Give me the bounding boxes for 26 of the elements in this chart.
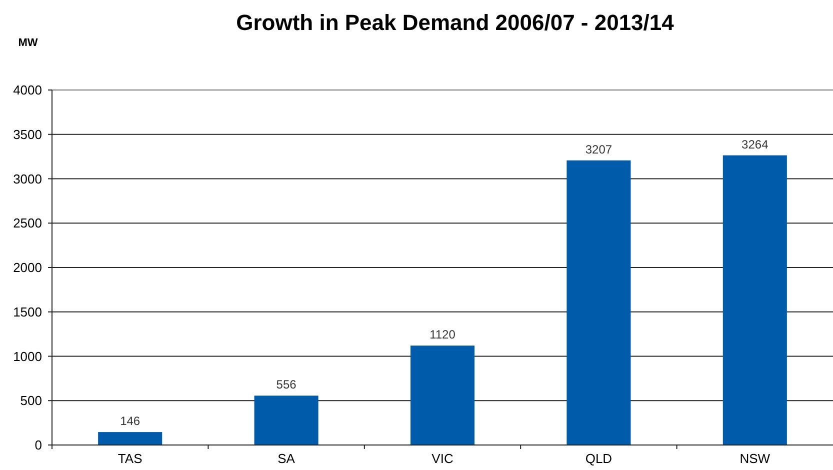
data-label: 1120	[430, 328, 456, 342]
y-tick-label: 4000	[13, 82, 42, 98]
y-tick-label: 2500	[13, 216, 42, 231]
x-tick-label: TAS	[118, 451, 143, 466]
chart-title: Growth in Peak Demand 2006/07 - 2013/14	[236, 10, 675, 35]
x-tick-label: QLD	[585, 451, 612, 466]
bar	[566, 160, 631, 445]
bar	[254, 396, 318, 445]
bar	[98, 432, 162, 445]
y-tick-label: 2000	[13, 260, 42, 276]
y-tick-label: 1000	[13, 348, 42, 364]
y-tick-label: 3500	[13, 126, 42, 142]
data-label: 146	[120, 414, 140, 428]
y-tick-label: 0	[34, 438, 42, 453]
y-tick-label: 3000	[13, 171, 42, 186]
bar	[410, 346, 475, 445]
bar	[722, 155, 787, 445]
data-label: 3207	[585, 142, 612, 156]
data-label: 556	[276, 378, 297, 392]
y-tick-label: 1500	[13, 304, 42, 320]
y-tick-label: 500	[20, 393, 42, 408]
data-label: 3264	[742, 137, 769, 152]
x-tick-label: VIC	[432, 451, 454, 466]
y-axis-title: MW	[18, 37, 38, 49]
x-tick-label: SA	[278, 451, 296, 466]
x-tick-label: NSW	[740, 451, 771, 466]
